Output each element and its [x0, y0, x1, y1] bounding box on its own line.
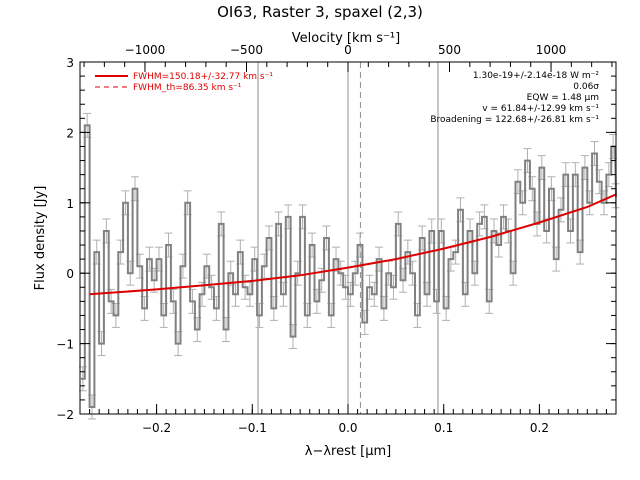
x-tick-label: −0.2: [142, 421, 171, 435]
chart-title: OI63, Raster 3, spaxel (2,3): [217, 3, 423, 21]
axis-ticks: −0.2 −0.1 0.0 0.1 0.2 −2 −1 0 1 2 3 −1000 −500 0 500 10…: [56, 43, 616, 435]
x-tick-label: −0.1: [238, 421, 267, 435]
y-axis-label: Flux density [Jy]: [33, 186, 48, 291]
v-tick-label: −1000: [125, 43, 166, 57]
y-tick-label: 1: [66, 197, 74, 211]
legend-label: FWHM=150.18+/-32.77 km s⁻¹: [133, 72, 273, 82]
y-tick-label: −1: [56, 338, 74, 352]
annotation-line: 1.30e-19+/-2.14e-18 W m⁻²: [473, 71, 600, 81]
annotation-line: Broadening = 122.68+/-26.81 km s⁻¹: [430, 115, 599, 125]
annotation-line: EQW = 1.48 μm: [527, 93, 599, 103]
annotation-line: 0.06σ: [573, 82, 599, 92]
y-tick-label: 3: [66, 56, 74, 70]
v-tick-label: −500: [230, 43, 263, 57]
annotation-line: v = 61.84+/-12.99 km s⁻¹: [482, 104, 599, 114]
x-tick-label: 0.2: [530, 421, 549, 435]
x-tick-label: 0.1: [434, 421, 453, 435]
spectrum-line: [81, 124, 618, 408]
v-tick-label: 0: [344, 43, 352, 57]
fit-curve: [89, 193, 617, 296]
v-tick-label: 500: [438, 43, 461, 57]
x-axis-label: λ−λrest [μm]: [305, 444, 391, 459]
y-tick-label: 0: [66, 267, 74, 281]
error-bars: [78, 112, 620, 420]
legend: FWHM=150.18+/-32.77 km s⁻¹FWHM_th=86.35 …: [95, 72, 273, 93]
legend-label: FWHM_th=86.35 km s⁻¹: [133, 83, 242, 93]
v-tick-label: 1000: [536, 43, 567, 57]
y-tick-label: 2: [66, 126, 74, 140]
top-axis-label: Velocity [km s⁻¹]: [292, 31, 400, 46]
y-tick-label: −2: [56, 408, 74, 422]
x-tick-label: 0.0: [338, 421, 357, 435]
